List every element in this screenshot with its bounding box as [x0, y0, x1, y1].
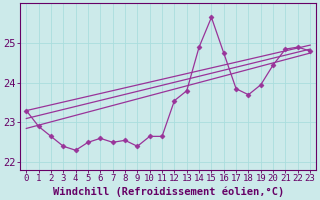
X-axis label: Windchill (Refroidissement éolien,°C): Windchill (Refroidissement éolien,°C) [52, 186, 284, 197]
